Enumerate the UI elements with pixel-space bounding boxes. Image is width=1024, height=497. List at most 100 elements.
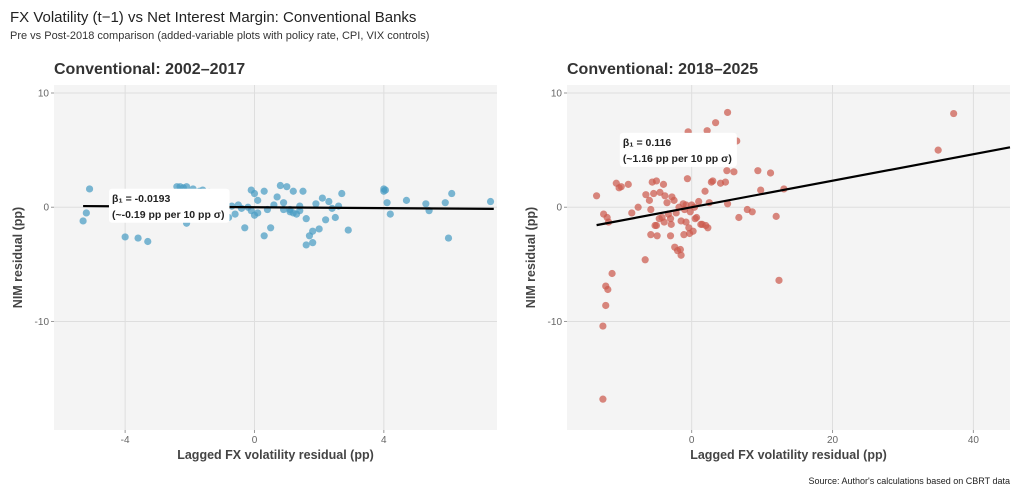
data-point [766, 169, 775, 177]
data-point [735, 213, 743, 222]
data-point [380, 187, 388, 195]
data-point [260, 187, 268, 195]
data-point [331, 213, 339, 222]
data-point [723, 167, 731, 175]
data-point [444, 234, 453, 242]
data-point [730, 168, 738, 176]
data-point [691, 215, 699, 223]
data-point [283, 183, 291, 191]
data-point [624, 180, 632, 188]
data-point [309, 227, 317, 235]
data-point [79, 217, 87, 225]
y-tick-label: 10 [38, 88, 50, 99]
data-point [721, 178, 730, 186]
data-point [748, 208, 756, 216]
data-point [659, 180, 668, 188]
x-tick-label: 4 [381, 435, 387, 446]
data-point [647, 231, 655, 239]
data-point [950, 109, 958, 118]
data-point [723, 108, 732, 117]
panel-title: Conventional: 2002–2017 [54, 61, 245, 78]
annotation-line-1: β₁ = -0.0193 [112, 193, 170, 205]
data-point [296, 207, 304, 215]
data-point [289, 187, 297, 195]
data-point [338, 189, 346, 198]
data-point [134, 234, 142, 242]
data-point [302, 241, 310, 249]
data-point [689, 227, 697, 235]
y-tick-label: 10 [551, 88, 563, 99]
y-axis-ticks: -10 0 10 [35, 88, 54, 328]
data-point [660, 218, 668, 226]
panel-title: Conventional: 2018–2025 [567, 61, 758, 78]
data-point [276, 181, 284, 190]
y-axis-title: NIM residual (pp) [11, 207, 25, 308]
data-point [775, 276, 783, 284]
data-point [299, 187, 307, 195]
data-point [682, 218, 690, 226]
data-point [667, 220, 675, 228]
data-point [604, 285, 612, 294]
data-point [757, 186, 765, 194]
panel-left: Conventional: 2002–2017 -10 0 10 -4 0 4 β₁ =… [11, 61, 497, 462]
data-point [231, 210, 239, 218]
data-point [144, 237, 152, 246]
data-point [422, 200, 430, 208]
data-point [642, 191, 650, 199]
data-point [312, 200, 320, 208]
scatter-points [592, 108, 958, 403]
data-point [652, 177, 661, 185]
data-point [652, 221, 661, 230]
data-point [441, 199, 449, 207]
data-point [647, 205, 655, 214]
data-point [934, 146, 942, 154]
data-point [704, 224, 712, 232]
gridlines [54, 85, 497, 430]
x-tick-label: 0 [689, 435, 695, 446]
data-point [182, 183, 191, 191]
data-point [309, 239, 317, 247]
data-point [661, 192, 669, 200]
data-point [302, 215, 310, 223]
figure-title: FX Volatility (t−1) vs Net Interest Marg… [10, 9, 417, 26]
data-point [754, 167, 762, 175]
data-point [344, 226, 352, 234]
data-point [241, 224, 249, 232]
data-point [666, 215, 675, 223]
data-point [254, 196, 262, 204]
y-axis-title: NIM residual (pp) [524, 207, 538, 308]
data-point [666, 232, 675, 240]
data-point [680, 231, 688, 239]
data-point [641, 256, 649, 264]
beta-annotation: β₁ = 0.116 (~1.16 pp per 10 pp σ) [619, 132, 737, 167]
data-point [237, 204, 246, 212]
data-point [315, 225, 323, 233]
data-point [608, 269, 616, 278]
annotation-line-2: (~1.16 pp per 10 pp σ) [623, 153, 732, 165]
data-point [663, 199, 671, 207]
annotation-line-1: β₁ = 0.116 [623, 137, 672, 149]
annotation-box [108, 188, 230, 223]
data-point [85, 185, 94, 193]
data-point [645, 196, 654, 204]
data-point [653, 232, 661, 240]
x-axis-title: Lagged FX volatility residual (pp) [177, 448, 374, 462]
data-point [712, 119, 720, 127]
data-point [250, 189, 259, 198]
data-point [448, 189, 456, 198]
panel-right: Conventional: 2018–2025 -10 0 10 0 20 40 β₁ … [524, 61, 1011, 462]
data-point [723, 200, 732, 208]
data-point [701, 187, 709, 195]
data-point [682, 201, 690, 209]
data-point [121, 233, 129, 241]
data-point [592, 192, 601, 200]
data-point [686, 208, 694, 216]
data-point [617, 183, 625, 191]
annotation-line-2: (~-0.19 pp per 10 pp σ) [112, 209, 225, 221]
data-point [318, 194, 326, 202]
x-axis-ticks: 0 20 40 [689, 430, 979, 446]
beta-annotation: β₁ = -0.0193 (~-0.19 pp per 10 pp σ) [108, 188, 230, 223]
data-point [260, 232, 268, 240]
annotation-box [619, 132, 737, 167]
